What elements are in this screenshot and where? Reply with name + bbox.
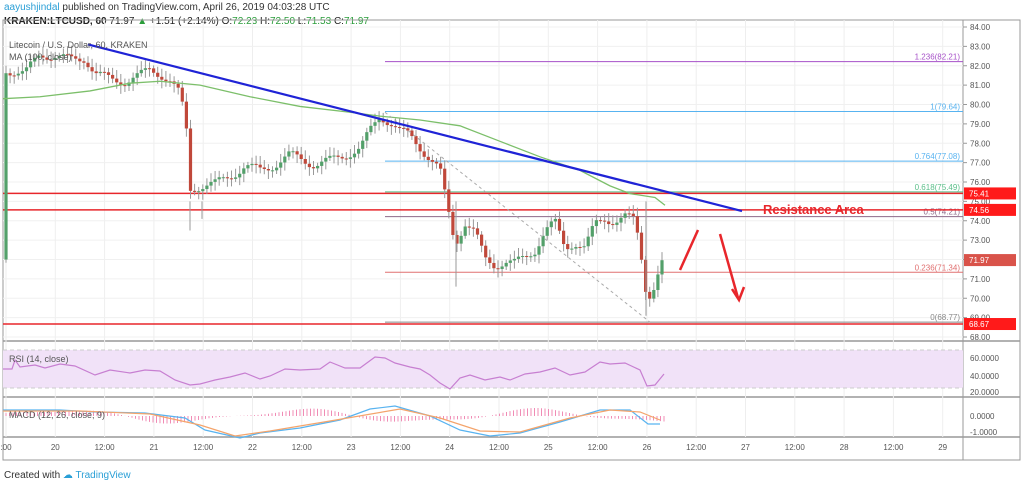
svg-text:12:00: 12:00 bbox=[489, 443, 510, 452]
publish-info: aayushjindal published on TradingView.co… bbox=[4, 2, 330, 13]
published-text: published on TradingView.com, April 26, … bbox=[62, 2, 330, 13]
svg-text:1.236(82.21): 1.236(82.21) bbox=[915, 53, 961, 62]
svg-text:70.00: 70.00 bbox=[970, 294, 991, 303]
svg-text:24: 24 bbox=[445, 443, 454, 452]
ma-legend: MA (100, close) bbox=[9, 52, 72, 62]
svg-text:0.236(71.34): 0.236(71.34) bbox=[915, 263, 961, 272]
svg-text:71.97: 71.97 bbox=[969, 256, 990, 265]
change: +1.51 (+2.14%) bbox=[149, 16, 219, 27]
svg-text:12:00: 12:00 bbox=[686, 443, 707, 452]
tradingview-link[interactable]: TradingView bbox=[75, 470, 131, 481]
author-link[interactable]: aayushjindal bbox=[4, 2, 60, 13]
svg-text:25: 25 bbox=[544, 443, 553, 452]
created-with: Created with bbox=[4, 470, 61, 481]
svg-text:29: 29 bbox=[938, 443, 947, 452]
macd-legend: MACD (12, 26, close, 9) bbox=[9, 410, 106, 420]
svg-text:84.00: 84.00 bbox=[970, 23, 991, 32]
svg-text:71.00: 71.00 bbox=[970, 275, 991, 284]
svg-text:12:00: 12:00 bbox=[785, 443, 806, 452]
open-label: O: bbox=[221, 16, 233, 27]
svg-text:0.764(77.08): 0.764(77.08) bbox=[915, 152, 961, 161]
svg-text:80.00: 80.00 bbox=[970, 101, 991, 110]
svg-text:Resistance Area: Resistance Area bbox=[763, 202, 864, 217]
svg-text:-1.0000: -1.0000 bbox=[970, 428, 998, 437]
svg-text::00: :00 bbox=[0, 443, 12, 452]
up-arrow-icon: ▲ bbox=[137, 16, 148, 27]
svg-text:68.00: 68.00 bbox=[970, 333, 991, 342]
svg-text:74.00: 74.00 bbox=[970, 217, 991, 226]
footer: Created with ☁ TradingView bbox=[4, 470, 131, 481]
open-value: 72.23 bbox=[232, 16, 258, 27]
high-value: 72.50 bbox=[269, 16, 296, 27]
svg-text:75.00: 75.00 bbox=[970, 197, 991, 206]
svg-text:79.00: 79.00 bbox=[970, 120, 991, 129]
close-value: 71.97 bbox=[343, 16, 369, 27]
svg-text:73.00: 73.00 bbox=[970, 236, 991, 245]
svg-text:12:00: 12:00 bbox=[95, 443, 116, 452]
svg-text:40.0000: 40.0000 bbox=[970, 372, 999, 381]
svg-text:0.5(74.21): 0.5(74.21) bbox=[924, 208, 961, 217]
svg-text:77.00: 77.00 bbox=[970, 159, 991, 168]
high-label: H: bbox=[259, 16, 270, 27]
svg-text:78.00: 78.00 bbox=[970, 139, 991, 148]
svg-text:83.00: 83.00 bbox=[970, 42, 991, 51]
svg-text:1(79.64): 1(79.64) bbox=[930, 102, 960, 111]
svg-text:82.00: 82.00 bbox=[970, 62, 991, 71]
svg-text:12:00: 12:00 bbox=[292, 443, 313, 452]
main-legend: Litecoin / U.S. Dollar, 60, KRAKEN bbox=[9, 40, 148, 50]
tradingview-logo-icon[interactable]: ☁ bbox=[62, 470, 73, 481]
svg-text:21: 21 bbox=[149, 443, 158, 452]
svg-text:20: 20 bbox=[51, 443, 60, 452]
svg-text:74.56: 74.56 bbox=[969, 206, 990, 215]
svg-text:20.0000: 20.0000 bbox=[970, 388, 999, 397]
svg-text:23: 23 bbox=[347, 443, 356, 452]
close-label: C: bbox=[333, 16, 344, 27]
svg-text:12:00: 12:00 bbox=[390, 443, 411, 452]
low-value: 71.53 bbox=[306, 16, 332, 27]
svg-text:28: 28 bbox=[840, 443, 849, 452]
svg-text:76.00: 76.00 bbox=[970, 178, 991, 187]
svg-text:12:00: 12:00 bbox=[588, 443, 609, 452]
svg-text:60.0000: 60.0000 bbox=[970, 354, 999, 363]
svg-text:68.67: 68.67 bbox=[969, 320, 990, 329]
svg-text:12:00: 12:00 bbox=[193, 443, 214, 452]
last-price: 71.97 bbox=[109, 16, 135, 27]
svg-text:81.00: 81.00 bbox=[970, 81, 991, 90]
svg-text:0.618(75.49): 0.618(75.49) bbox=[915, 183, 961, 192]
svg-text:75.41: 75.41 bbox=[969, 189, 990, 198]
svg-text:22: 22 bbox=[248, 443, 257, 452]
svg-text:12:00: 12:00 bbox=[883, 443, 904, 452]
svg-text:0.0000: 0.0000 bbox=[970, 412, 995, 421]
svg-text:26: 26 bbox=[642, 443, 651, 452]
svg-text:27: 27 bbox=[741, 443, 750, 452]
svg-text:0(68.77): 0(68.77) bbox=[930, 313, 960, 322]
rsi-legend: RSI (14, close) bbox=[9, 354, 69, 364]
